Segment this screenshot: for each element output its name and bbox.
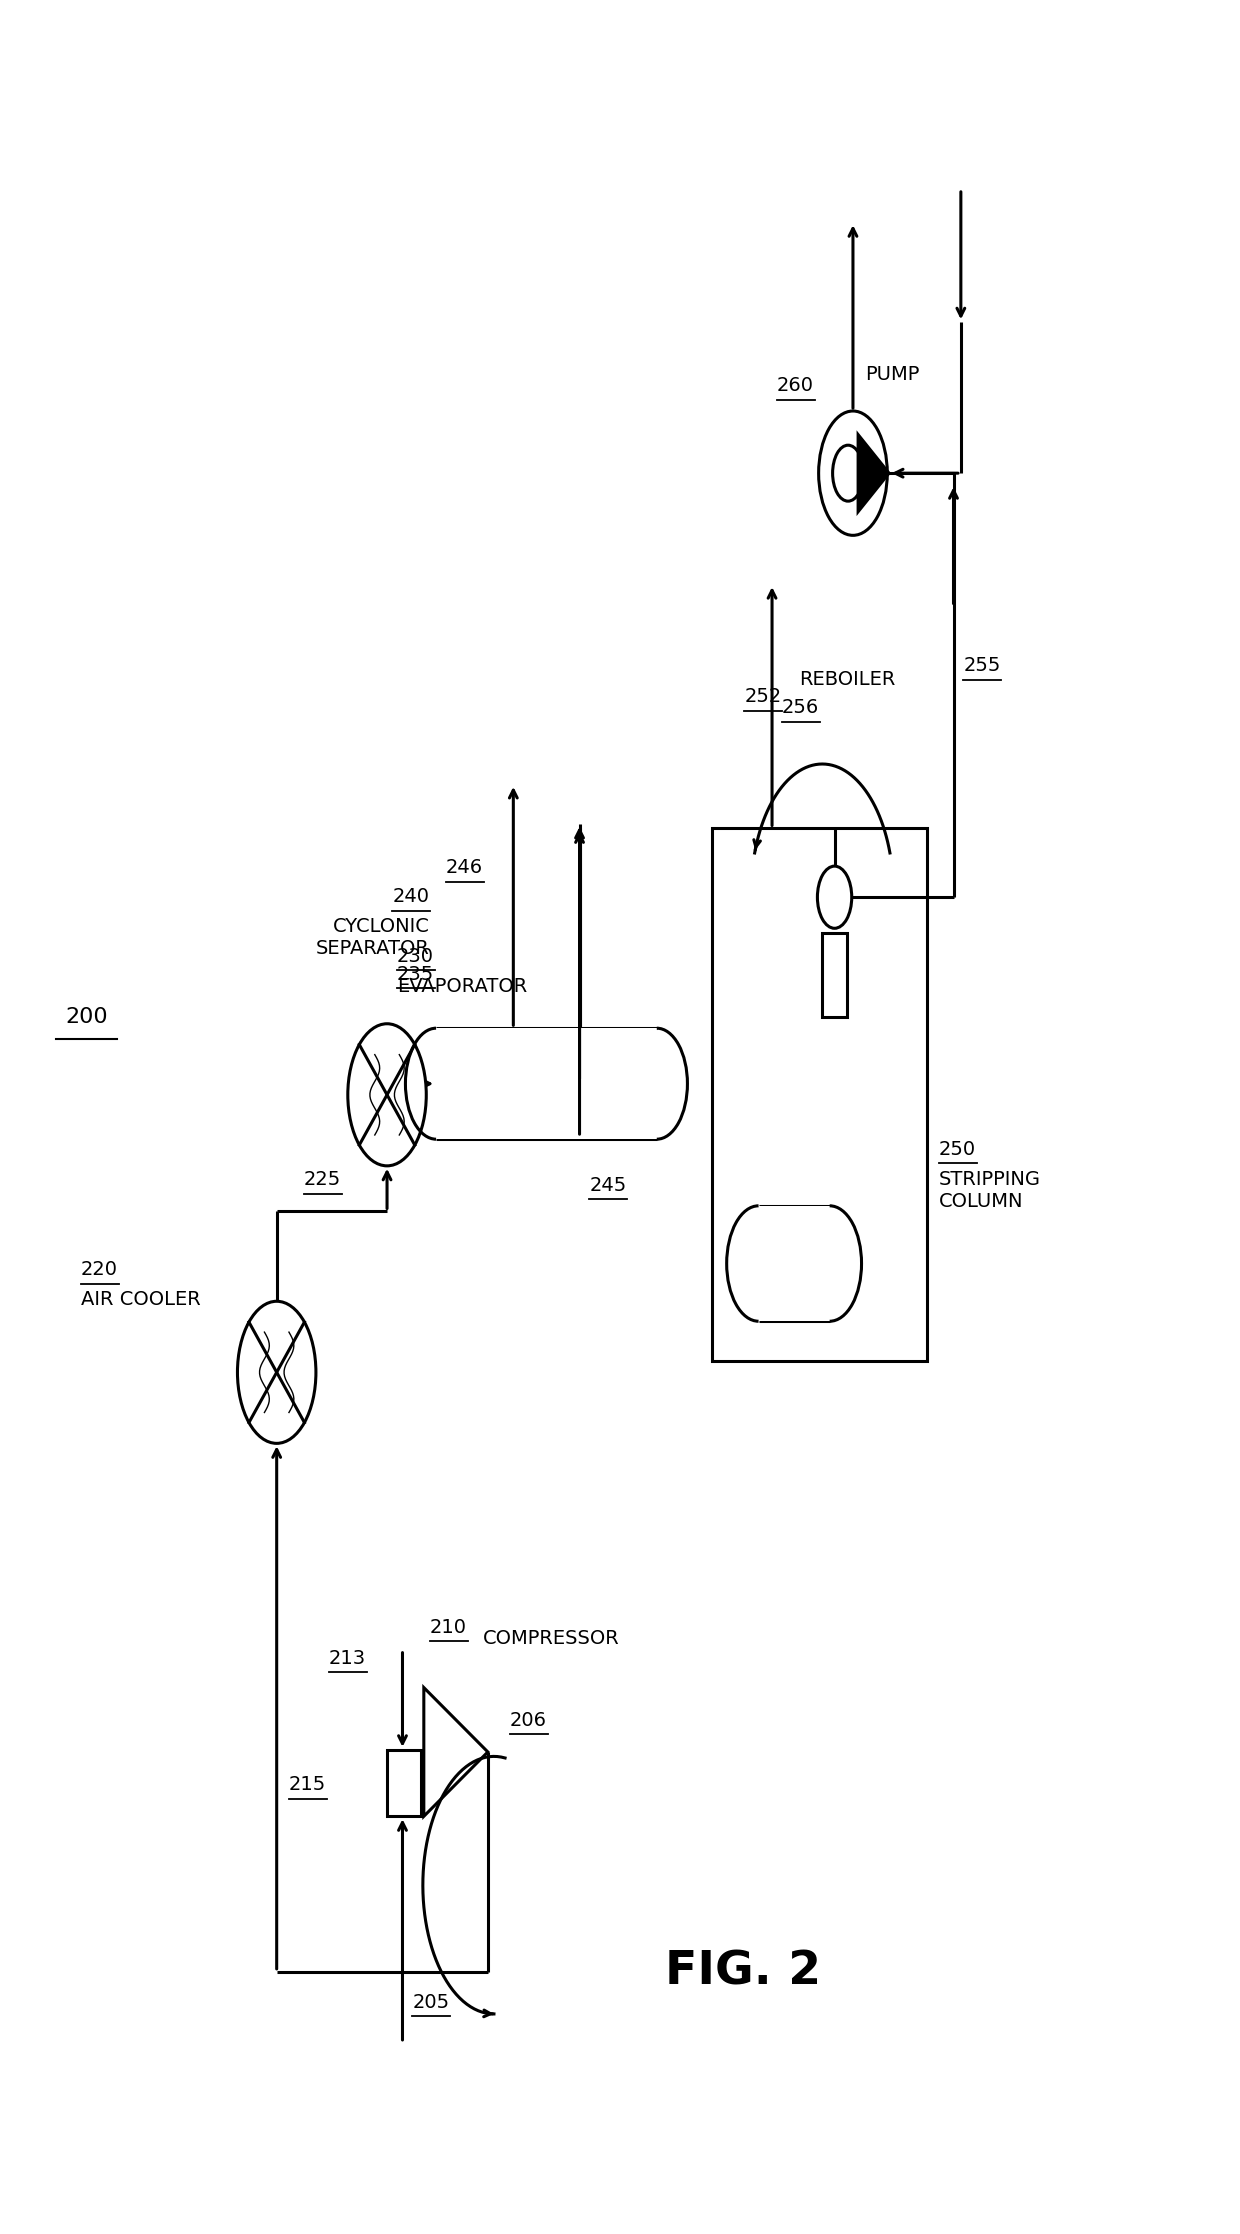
Text: 220: 220 <box>81 1260 118 1280</box>
Polygon shape <box>424 1687 487 1816</box>
Text: EVAPORATOR: EVAPORATOR <box>397 976 527 996</box>
Text: 256: 256 <box>782 699 820 717</box>
Text: CYCLONIC
SEPARATOR: CYCLONIC SEPARATOR <box>316 918 430 958</box>
Bar <box>387 1749 422 1816</box>
Text: 200: 200 <box>66 1008 108 1028</box>
Text: 245: 245 <box>589 1175 626 1195</box>
Text: AIR COOLER: AIR COOLER <box>81 1291 201 1309</box>
Text: 255: 255 <box>963 657 1001 675</box>
Polygon shape <box>858 436 889 512</box>
Circle shape <box>818 411 888 536</box>
Text: 213: 213 <box>329 1649 366 1667</box>
Text: 252: 252 <box>744 688 781 706</box>
Text: FIG. 2: FIG. 2 <box>665 1950 821 1995</box>
Circle shape <box>347 1023 427 1166</box>
Bar <box>822 934 847 1016</box>
Text: 206: 206 <box>510 1711 547 1729</box>
Text: 210: 210 <box>430 1617 467 1638</box>
Bar <box>727 1206 862 1320</box>
Text: 260: 260 <box>777 378 813 395</box>
Circle shape <box>237 1300 316 1443</box>
Text: 240: 240 <box>393 887 430 907</box>
Circle shape <box>817 867 852 929</box>
Text: REBOILER: REBOILER <box>800 670 895 688</box>
Bar <box>436 1028 657 1139</box>
Bar <box>712 829 926 1361</box>
Text: 246: 246 <box>446 858 484 878</box>
Text: 250: 250 <box>939 1139 976 1159</box>
Text: 230: 230 <box>397 947 434 965</box>
Text: 215: 215 <box>289 1776 326 1794</box>
Text: 225: 225 <box>304 1171 341 1188</box>
Text: COMPRESSOR: COMPRESSOR <box>482 1629 620 1649</box>
Text: 235: 235 <box>397 965 434 983</box>
Text: STRIPPING
COLUMN: STRIPPING COLUMN <box>939 1171 1040 1211</box>
Text: 205: 205 <box>412 1993 449 2011</box>
Text: PUMP: PUMP <box>866 366 920 384</box>
